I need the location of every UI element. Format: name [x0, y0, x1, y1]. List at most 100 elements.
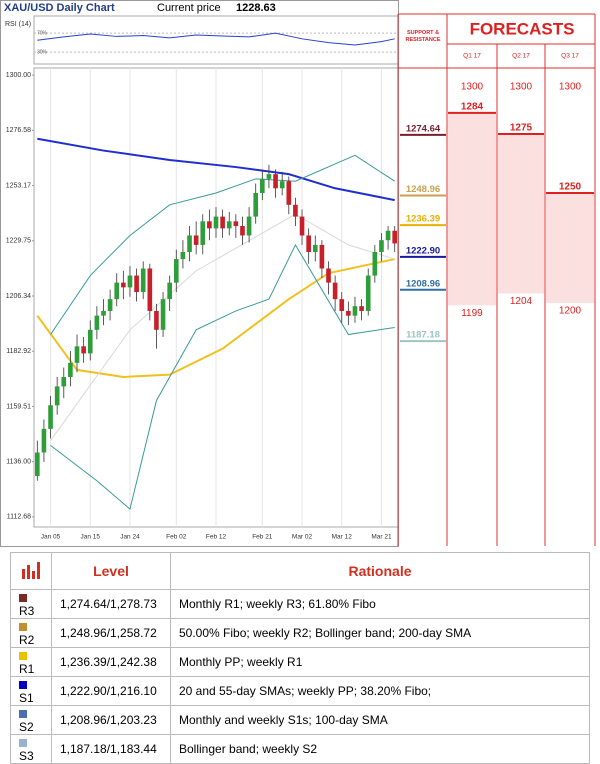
table-cell: 1,187.18/1,183.44 — [51, 734, 171, 764]
table-cell: 1,208.96/1,203.23 — [51, 705, 171, 735]
y-tick-label: 1253.17 — [6, 182, 31, 189]
cell-text: Monthly and weekly S1s; 100-day SMA — [179, 713, 388, 727]
candle-body — [147, 268, 153, 311]
candle-body — [48, 405, 53, 429]
level-label: 1236.39 — [406, 214, 440, 225]
forecast-top: 1300 — [510, 82, 533, 93]
table-cell: 1,274.64/1,278.73 — [51, 589, 171, 619]
cell-text: Monthly PP; weekly R1 — [179, 655, 303, 669]
table-cell: 1,236.39/1,242.38 — [51, 647, 171, 677]
candle-body — [140, 268, 146, 293]
rsi-frame — [33, 15, 399, 65]
candle-body — [180, 251, 186, 260]
candle-body — [154, 310, 159, 330]
candle-body — [233, 221, 239, 227]
candle-body — [326, 268, 331, 283]
candle-body — [226, 221, 232, 229]
candle-body — [193, 235, 199, 245]
rsi-tick-label: 30% — [37, 49, 48, 55]
table-row: S2 1,208.96/1,203.23 Monthly and weekly S1… — [10, 705, 590, 735]
candle-body — [286, 181, 292, 205]
level-label: 1248.96 — [406, 184, 440, 195]
forecast-low: 1204 — [510, 296, 533, 307]
cell-text: R1 — [19, 662, 35, 676]
cell-text: 20 and 55-day SMAs; weekly PP; 38.20% Fi… — [179, 684, 432, 698]
table-cell: 50.00% Fibo; weekly R2; Bollinger band; … — [170, 618, 590, 648]
x-tick-label: Mar 02 — [292, 534, 313, 541]
table-cell: R2 — [10, 618, 52, 648]
candle-body — [319, 244, 325, 269]
x-tick-label: Jan 15 — [80, 534, 100, 541]
y-tick-label: 1136.00 — [6, 459, 31, 466]
candle-body — [54, 386, 60, 406]
quarter-label: Q2 17 — [512, 53, 530, 60]
cell-text: R2 — [19, 633, 35, 647]
forecast-high: 1275 — [510, 123, 533, 134]
forecast-high: 1284 — [461, 101, 484, 112]
table-cell: Bollinger band; weekly S2 — [170, 734, 590, 764]
level-label: 1187.18 — [406, 330, 440, 341]
candle-body — [187, 235, 192, 252]
candle-body — [220, 216, 225, 229]
table-header-cell: Rationale — [170, 552, 590, 590]
cell-text: 50.00% Fibo; weekly R2; Bollinger band; … — [179, 626, 472, 640]
chart-title: XAU/USD Daily Chart — [4, 2, 115, 14]
candle-body — [127, 275, 133, 288]
x-tick-label: Feb 12 — [206, 534, 227, 541]
candle-body — [279, 181, 285, 189]
forecast-low: 1200 — [559, 306, 582, 317]
candle-body — [372, 251, 378, 276]
overlay-line — [50, 243, 395, 510]
candle-body — [306, 235, 311, 252]
table-cell: Monthly and weekly S1s; 100-day SMA — [170, 705, 590, 735]
table-cell: S1 — [10, 676, 52, 706]
cell-text: 1,274.64/1,278.73 — [60, 597, 157, 611]
level-swatch — [19, 651, 27, 660]
cell-text: 1,222.90/1,216.10 — [60, 684, 157, 698]
level-swatch — [19, 680, 27, 689]
forecast-range — [546, 193, 594, 303]
cell-text: 1,248.96/1,258.72 — [60, 626, 157, 640]
candle-body — [213, 216, 219, 229]
candle-body — [240, 226, 245, 236]
candle-body — [114, 282, 120, 300]
candle-body — [107, 299, 113, 311]
y-tick-label: 1112.68 — [7, 514, 31, 521]
candle-body — [200, 221, 206, 245]
candle-body — [160, 299, 166, 330]
quarter-label: Q1 17 — [463, 53, 481, 60]
table-cell: 1,222.90/1,216.10 — [51, 676, 171, 706]
candle-body — [134, 275, 139, 293]
level-label: 1222.90 — [406, 245, 440, 256]
candle-body — [346, 310, 351, 316]
table-cell: S2 — [10, 705, 52, 735]
cell-text: S2 — [19, 720, 34, 734]
level-swatch — [19, 593, 27, 602]
candle-body — [207, 221, 212, 229]
candle-body — [34, 452, 40, 477]
bar-icon — [22, 561, 40, 579]
candle-body — [74, 346, 80, 363]
forecast-top: 1300 — [559, 82, 582, 93]
table-row: R1 1,236.39/1,242.38 Monthly PP; weekly R1 — [10, 647, 590, 677]
candle-body — [61, 376, 67, 387]
overlay-line — [37, 137, 395, 202]
chart: XAU/USD Daily Chart Current price 1228.6… — [0, 0, 596, 547]
candle-body — [339, 299, 345, 311]
x-tick-label: Feb 21 — [252, 534, 273, 541]
candle-body — [392, 230, 398, 244]
level-label: 1208.96 — [406, 278, 440, 289]
y-tick-label: 1182.92 — [6, 348, 31, 355]
candle-body — [379, 240, 384, 252]
cell-text: Bollinger band; weekly S2 — [179, 742, 318, 756]
candle-body — [87, 329, 93, 354]
candle-body — [385, 230, 391, 241]
overlay-line — [50, 154, 395, 335]
price-label: Current price — [157, 2, 221, 14]
candle-body — [293, 204, 298, 217]
forecast-title: FORECASTS — [470, 19, 575, 38]
table-row: S3 1,187.18/1,183.44 Bollinger band; weekl… — [10, 734, 590, 764]
levels-title: SUPPORT & RESISTANCE — [405, 30, 441, 43]
table-cell: R1 — [10, 647, 52, 677]
